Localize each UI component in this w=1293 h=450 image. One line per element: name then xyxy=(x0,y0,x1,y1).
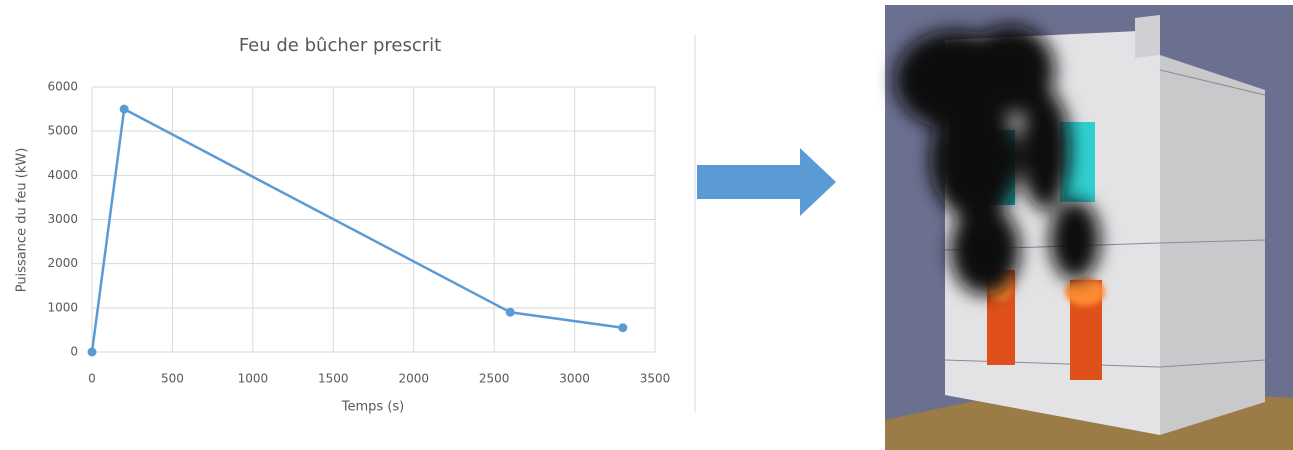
data-point xyxy=(618,323,628,333)
plot: 0 1000 2000 3000 4000 5000 6000 0 500 1000 1500 200… xyxy=(47,80,670,386)
data-line xyxy=(90,107,623,353)
data-point xyxy=(87,347,97,357)
x-tick-label: 1500 xyxy=(318,372,349,386)
y-tick-label: 4000 xyxy=(47,168,78,182)
x-tick-label: 2500 xyxy=(479,372,510,386)
chart-title: Feu de bûcher prescrit xyxy=(239,35,441,56)
x-tick-label: 3000 xyxy=(559,372,590,386)
arrow xyxy=(697,148,836,216)
y-tick-label: 1000 xyxy=(47,300,78,314)
y-tick-label: 6000 xyxy=(47,80,78,94)
y-axis-label: Puissance du feu (kW) xyxy=(15,148,30,293)
x-tick-label: 500 xyxy=(161,372,184,386)
x-tick-label: 3500 xyxy=(640,372,671,386)
data-point xyxy=(119,104,129,114)
y-tick-label: 2000 xyxy=(47,256,78,270)
x-tick-label: 0 xyxy=(88,372,96,386)
x-tick-label: 1000 xyxy=(238,372,269,386)
y-tick-label: 5000 xyxy=(47,124,78,138)
data-point xyxy=(505,307,515,317)
y-tick-label: 0 xyxy=(70,345,78,359)
x-tick-label: 2000 xyxy=(398,372,429,386)
x-axis-label: Temps (s) xyxy=(341,400,404,415)
y-tick-label: 3000 xyxy=(47,212,78,226)
render-image xyxy=(885,5,1293,450)
